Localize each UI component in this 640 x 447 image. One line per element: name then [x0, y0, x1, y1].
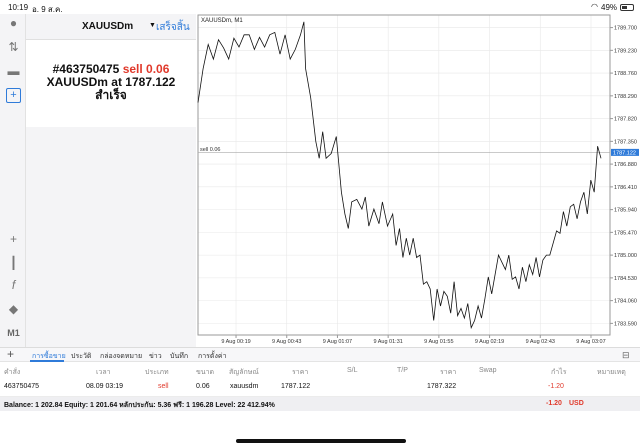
cell-time: 08.09 03:19: [86, 383, 123, 390]
status-bar: 10:19 อ. 9 ส.ค. ◠ 49%: [0, 0, 640, 14]
order-result-panel: XAUUSDm ▼ เสร็จสิ้น #463750475 sell 0.06…: [26, 14, 196, 127]
x-tick-label: 9 Aug 01:07: [323, 339, 352, 345]
bottom-tab-bar: + การซื้อขาย ประวัติ กล่องจดหมาย ข่าว บั…: [0, 347, 640, 362]
active-tab-indicator: [30, 360, 64, 362]
table-row[interactable]: 463750475 08.09 03:19 sell 0.06 xauusdm …: [0, 377, 640, 397]
timeframe-button[interactable]: M1: [7, 328, 20, 338]
cell-volume: 0.06: [196, 383, 210, 390]
x-tick-label: 9 Aug 01:31: [373, 339, 402, 345]
col-time: เวลา: [96, 369, 111, 376]
indicator-icon[interactable]: f: [11, 278, 16, 292]
sell-level-label: sell 0.06: [200, 147, 221, 153]
x-tick-label: 9 Aug 01:55: [424, 339, 453, 345]
y-tick-label: 1786.880: [614, 162, 637, 168]
y-tick-label: 1787.820: [614, 117, 637, 123]
price-chart[interactable]: XAUUSDm, M1 sell 0.06 1789.700 1789.230 17…: [197, 14, 640, 347]
order-price-line: XAUUSDm at 1787.122: [46, 75, 176, 89]
cell-price: 1787.122: [281, 383, 311, 390]
col-swap: Swap: [479, 367, 497, 374]
panel-empty-area: [26, 127, 196, 347]
col-tp: T/P: [397, 367, 408, 374]
y-tick-label: 1784.060: [614, 299, 637, 305]
price-series-line: [197, 21, 602, 330]
cell-symbol: xauusdm: [230, 383, 259, 390]
battery-icon: [620, 4, 634, 11]
col-comment: หมายเหตุ: [597, 369, 626, 376]
cell-type: sell: [158, 383, 169, 390]
total-profit: -1.20: [546, 400, 562, 407]
toolbox-icon[interactable]: ⊟: [622, 350, 630, 360]
y-tick-label: 1785.000: [614, 253, 637, 259]
new-order-icon[interactable]: +: [6, 88, 21, 103]
col-symbol: สัญลักษณ์: [229, 369, 259, 376]
order-type: sell 0.06: [122, 62, 170, 76]
y-tick-label: 1789.230: [614, 48, 637, 54]
col-profit: กำไร: [551, 369, 567, 376]
col-current-price: ราคา: [440, 369, 457, 376]
symbol-selector[interactable]: XAUUSDm: [82, 21, 134, 32]
cell-profit: -1.20: [548, 383, 564, 390]
y-tick-label: 1786.410: [614, 185, 637, 191]
candles-icon[interactable]: ┃: [9, 256, 18, 270]
tab-news[interactable]: ข่าว: [149, 353, 162, 360]
panel-header: XAUUSDm ▼ เสร็จสิ้น: [26, 14, 196, 40]
x-tick-label: 9 Aug 02:43: [526, 339, 555, 345]
col-volume: ขนาด: [196, 369, 215, 376]
wifi-icon: ◠: [591, 2, 598, 11]
status-time: 10:19: [8, 3, 29, 12]
cell-current-price: 1787.322: [427, 383, 457, 390]
currency: USD: [569, 400, 584, 407]
current-price-tag: [611, 148, 639, 156]
col-sl: S/L: [347, 367, 358, 374]
order-line-1: #463750475 sell 0.06: [26, 63, 196, 76]
balance-bar: Balance: 1 202.84 Equity: 1 201.64 หลักป…: [0, 397, 640, 411]
add-icon[interactable]: +: [7, 347, 15, 361]
objects-icon[interactable]: ◆: [8, 302, 19, 316]
x-tick-label: 9 Aug 02:19: [475, 339, 504, 345]
x-tick-label: 9 Aug 03:07: [576, 339, 605, 345]
trade-icon[interactable]: ⇅: [8, 40, 19, 54]
current-price-label: 1787.122: [613, 150, 636, 156]
col-price: ราคา: [292, 369, 309, 376]
plot-frame: [197, 14, 611, 336]
y-tick-label: 1785.470: [614, 230, 637, 236]
order-id: #463750475: [52, 62, 120, 76]
battery-percent: 49%: [601, 3, 618, 12]
chart-title: XAUUSDm, M1: [201, 18, 243, 24]
y-tick-label: 1788.760: [614, 71, 637, 77]
y-tick-label: 1788.290: [614, 94, 637, 100]
positions-table-header: คำสั่ง เวลา ประเภท ขนาด สัญลักษณ์ ราคา S…: [0, 363, 640, 377]
chart-canvas[interactable]: XAUUSDm, M1 sell 0.06 1789.700 1789.230 17…: [197, 14, 640, 347]
chevron-down-icon[interactable]: ▼: [149, 22, 156, 29]
left-toolbar: ● ⇅ ▬ + + ┃ f ◆ M1: [0, 14, 26, 347]
y-tick-label: 1783.590: [614, 321, 637, 327]
cell-order: 463750475: [4, 383, 40, 390]
order-result: #463750475 sell 0.06 XAUUSDm at 1787.122…: [26, 40, 196, 102]
tab-journal[interactable]: บันทึก: [170, 353, 189, 360]
y-tick-label: 1785.940: [614, 208, 637, 214]
done-button[interactable]: เสร็จสิ้น: [156, 22, 190, 33]
tab-settings[interactable]: การตั้งค่า: [198, 353, 227, 360]
chat-icon[interactable]: ▬: [7, 64, 20, 78]
tab-trade[interactable]: การซื้อขาย: [32, 353, 66, 360]
col-type: ประเภท: [145, 369, 169, 376]
balance-summary: Balance: 1 202.84 Equity: 1 201.64 หลักป…: [4, 402, 275, 409]
tab-history[interactable]: ประวัติ: [71, 353, 92, 360]
y-tick-label: 1784.530: [614, 276, 637, 282]
col-order: คำสั่ง: [4, 369, 21, 376]
status-date: อ. 9 ส.ค.: [32, 5, 63, 14]
y-tick-label: 1787.350: [614, 139, 637, 145]
tab-mailbox[interactable]: กล่องจดหมาย: [100, 353, 143, 360]
y-tick-label: 1789.700: [614, 26, 637, 32]
crosshair-icon[interactable]: +: [9, 232, 17, 246]
order-status: สำเร็จ: [95, 88, 127, 102]
x-tick-label: 9 Aug 00:19: [221, 339, 250, 345]
user-icon[interactable]: ●: [9, 16, 18, 30]
x-tick-label: 9 Aug 00:43: [272, 339, 301, 345]
home-indicator: [236, 439, 406, 443]
